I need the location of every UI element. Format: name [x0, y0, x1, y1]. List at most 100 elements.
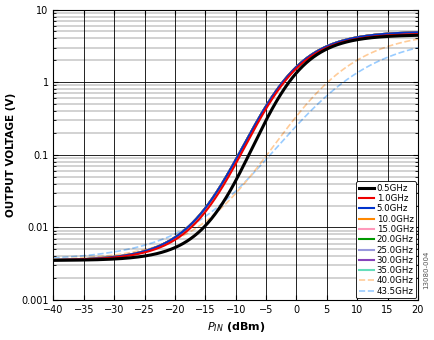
- 35.0GHz: [51, 258, 56, 262]
- 10.0GHz: [51, 258, 56, 262]
- 5.0GHz: [92, 256, 97, 260]
- 10.0GHz: [92, 256, 97, 260]
- 40.0GHz: [92, 255, 97, 259]
- Text: 13080-004: 13080-004: [422, 250, 428, 289]
- 43.5GHz: [51, 256, 56, 260]
- 0.5GHz: [190, 235, 195, 239]
- 30.0GHz: [368, 33, 373, 37]
- Line: 40.0GHz: 40.0GHz: [53, 39, 417, 259]
- 25.0GHz: [190, 220, 195, 224]
- 0.5GHz: [92, 258, 97, 262]
- 25.0GHz: [114, 255, 119, 259]
- 43.5GHz: [414, 46, 420, 50]
- Line: 20.0GHz: 20.0GHz: [53, 32, 417, 260]
- Line: 5.0GHz: 5.0GHz: [53, 32, 417, 260]
- 0.5GHz: [368, 36, 373, 40]
- 30.0GHz: [114, 255, 119, 259]
- 15.0GHz: [92, 256, 97, 260]
- 15.0GHz: [206, 201, 211, 205]
- 1.0GHz: [206, 205, 211, 209]
- 40.0GHz: [206, 217, 211, 221]
- 25.0GHz: [51, 258, 56, 262]
- 0.5GHz: [407, 33, 412, 37]
- 20.0GHz: [51, 258, 56, 262]
- 35.0GHz: [368, 33, 373, 37]
- 5.0GHz: [368, 33, 373, 37]
- Line: 35.0GHz: 35.0GHz: [53, 32, 417, 260]
- 35.0GHz: [414, 30, 420, 34]
- 1.0GHz: [368, 35, 373, 39]
- X-axis label: $P_{IN}$ (dBm): $P_{IN}$ (dBm): [206, 320, 264, 335]
- 5.0GHz: [190, 220, 195, 224]
- 1.0GHz: [51, 258, 56, 262]
- 43.5GHz: [368, 63, 373, 67]
- 30.0GHz: [206, 201, 211, 205]
- 0.5GHz: [114, 257, 119, 261]
- 20.0GHz: [190, 220, 195, 224]
- 0.5GHz: [414, 33, 420, 37]
- Legend: 0.5GHz, 1.0GHz, 5.0GHz, 10.0GHz, 15.0GHz, 20.0GHz, 25.0GHz, 30.0GHz, 35.0GHz, 40: 0.5GHz, 1.0GHz, 5.0GHz, 10.0GHz, 15.0GHz…: [355, 181, 415, 298]
- 30.0GHz: [51, 258, 56, 262]
- 10.0GHz: [414, 30, 420, 34]
- 25.0GHz: [368, 33, 373, 37]
- 35.0GHz: [190, 220, 195, 224]
- Line: 43.5GHz: 43.5GHz: [53, 48, 417, 258]
- 20.0GHz: [414, 30, 420, 34]
- 0.5GHz: [51, 258, 56, 262]
- 30.0GHz: [414, 30, 420, 34]
- Line: 0.5GHz: 0.5GHz: [53, 35, 417, 260]
- 40.0GHz: [190, 228, 195, 232]
- Line: 15.0GHz: 15.0GHz: [53, 32, 417, 260]
- 20.0GHz: [206, 201, 211, 205]
- 1.0GHz: [92, 257, 97, 261]
- 15.0GHz: [190, 220, 195, 224]
- 40.0GHz: [51, 257, 56, 261]
- 5.0GHz: [414, 30, 420, 34]
- 25.0GHz: [206, 201, 211, 205]
- 5.0GHz: [407, 31, 412, 35]
- 30.0GHz: [407, 31, 412, 35]
- 43.5GHz: [190, 222, 195, 226]
- 15.0GHz: [407, 31, 412, 35]
- 20.0GHz: [92, 256, 97, 260]
- 0.5GHz: [206, 220, 211, 224]
- Line: 25.0GHz: 25.0GHz: [53, 32, 417, 260]
- 35.0GHz: [206, 201, 211, 205]
- Line: 10.0GHz: 10.0GHz: [53, 32, 417, 260]
- 40.0GHz: [114, 253, 119, 257]
- Line: 1.0GHz: 1.0GHz: [53, 34, 417, 260]
- 25.0GHz: [407, 31, 412, 35]
- 10.0GHz: [190, 220, 195, 224]
- 35.0GHz: [114, 255, 119, 259]
- 15.0GHz: [368, 33, 373, 37]
- 20.0GHz: [368, 33, 373, 37]
- 15.0GHz: [51, 258, 56, 262]
- 5.0GHz: [51, 258, 56, 262]
- 43.5GHz: [206, 212, 211, 216]
- 43.5GHz: [114, 250, 119, 254]
- 40.0GHz: [407, 38, 412, 42]
- 10.0GHz: [368, 33, 373, 37]
- 30.0GHz: [92, 256, 97, 260]
- 35.0GHz: [92, 256, 97, 260]
- 40.0GHz: [414, 37, 420, 41]
- 43.5GHz: [92, 253, 97, 257]
- 1.0GHz: [414, 32, 420, 36]
- 20.0GHz: [114, 255, 119, 259]
- 30.0GHz: [190, 220, 195, 224]
- 10.0GHz: [407, 31, 412, 35]
- 5.0GHz: [206, 201, 211, 205]
- 10.0GHz: [206, 201, 211, 205]
- 20.0GHz: [407, 31, 412, 35]
- 25.0GHz: [92, 256, 97, 260]
- 5.0GHz: [114, 255, 119, 259]
- 1.0GHz: [407, 32, 412, 36]
- Line: 30.0GHz: 30.0GHz: [53, 32, 417, 260]
- 10.0GHz: [114, 255, 119, 259]
- 35.0GHz: [407, 31, 412, 35]
- 15.0GHz: [114, 255, 119, 259]
- 43.5GHz: [407, 48, 412, 52]
- 1.0GHz: [114, 255, 119, 259]
- 40.0GHz: [368, 51, 373, 55]
- 15.0GHz: [414, 30, 420, 34]
